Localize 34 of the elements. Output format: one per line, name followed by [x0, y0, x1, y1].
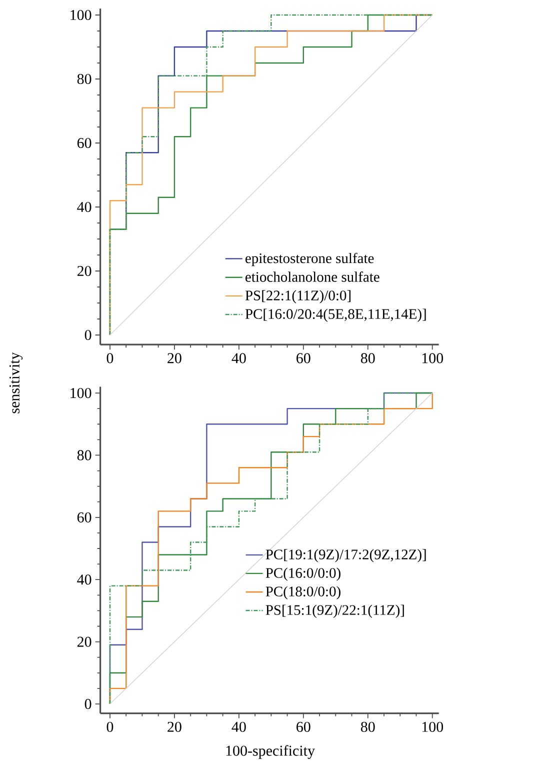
y-tick-label: 80 — [77, 74, 92, 84]
y-tick-label: 100 — [70, 388, 92, 398]
x-tick-label: 40 — [232, 722, 246, 732]
x-tick-label: 60 — [296, 722, 310, 732]
y-tick-label: 80 — [77, 450, 92, 460]
x-tick-label: 80 — [360, 722, 375, 732]
legend-label: PS[22:1(11Z)/0:0] — [245, 290, 350, 304]
legend-label: PC[19:1(9Z)/17:2(9Z,12Z)] — [266, 549, 426, 562]
x-tick-label: 80 — [360, 353, 375, 364]
legend-label: PC(18:0/0:0) — [266, 586, 340, 600]
y-tick-label: 0 — [84, 698, 92, 710]
y-tick-label: 100 — [70, 10, 92, 20]
x-tick-label: 60 — [296, 353, 310, 364]
y-tick-label: 20 — [77, 636, 92, 647]
x-tick-label: 0 — [106, 353, 114, 364]
y-tick-label: 20 — [77, 266, 92, 276]
x-tick-label: 0 — [106, 722, 114, 732]
x-tick-label: 100 — [422, 353, 444, 364]
x-axis-title: 100-specificity — [226, 745, 315, 759]
y-tick-label: 60 — [77, 138, 92, 148]
legend-label: PC(16:0/0:0) — [266, 568, 340, 581]
y-tick-label: 40 — [77, 574, 92, 585]
x-tick-label: 100 — [422, 722, 444, 732]
y-tick-label: 0 — [84, 330, 92, 340]
legend-label: PS[15:1(9Z)/22:1(11Z)] — [266, 604, 404, 618]
legend-label: PC[16:0/20:4(5E,8E,11E,14E)] — [245, 308, 426, 322]
y-axis-title: sensitivity — [9, 352, 23, 414]
x-tick-label: 20 — [168, 353, 182, 364]
y-tick-label: 60 — [77, 512, 92, 522]
legend-label: epitestosterone sulfate — [246, 252, 374, 266]
x-tick-label: 40 — [232, 353, 246, 364]
y-tick-label: 40 — [77, 202, 92, 212]
legend-label: etiocholanolone sulfate — [246, 272, 380, 282]
x-tick-label: 20 — [168, 722, 182, 732]
